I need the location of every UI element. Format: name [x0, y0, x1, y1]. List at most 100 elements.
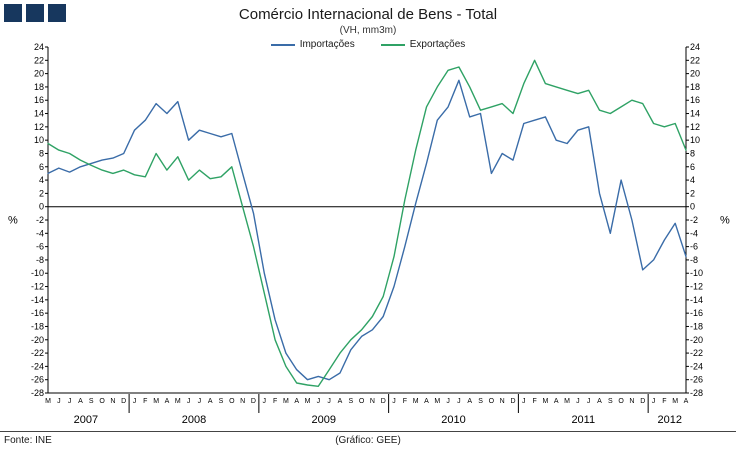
month-label: D — [640, 398, 645, 405]
y-tick-label-left: -26 — [31, 375, 44, 385]
month-label: J — [446, 398, 450, 405]
month-label: J — [187, 398, 191, 405]
y-tick-label-left: -8 — [36, 255, 44, 265]
month-label: J — [522, 398, 526, 405]
logo-square — [48, 4, 66, 22]
y-tick-label-left: 18 — [34, 82, 44, 92]
month-label: J — [317, 398, 321, 405]
y-tick-label-right: -2 — [690, 215, 698, 225]
month-label: O — [99, 398, 105, 405]
month-label: J — [68, 398, 72, 405]
month-label: F — [662, 398, 666, 405]
y-tick-label-left: 14 — [34, 109, 44, 119]
month-label: J — [133, 398, 137, 405]
y-tick-label-left: -24 — [31, 361, 44, 371]
y-tick-label-right: 4 — [690, 175, 695, 185]
month-label: S — [608, 398, 613, 405]
month-label: A — [165, 398, 170, 405]
y-tick-label-right: -18 — [690, 321, 703, 331]
y-tick-label-left: -14 — [31, 295, 44, 305]
y-tick-label-left: 12 — [34, 122, 44, 132]
month-label: F — [403, 398, 407, 405]
logo-square — [26, 4, 44, 22]
y-tick-label-right: -6 — [690, 242, 698, 252]
month-label: S — [89, 398, 94, 405]
month-label: N — [370, 398, 375, 405]
y-tick-label-right: 18 — [690, 82, 700, 92]
y-tick-label-left: -10 — [31, 268, 44, 278]
year-label: 2012 — [658, 414, 682, 426]
y-tick-label-left: -6 — [36, 242, 44, 252]
y-tick-label-left: 24 — [34, 42, 44, 52]
month-label: D — [510, 398, 515, 405]
y-tick-label-right: 2 — [690, 188, 695, 198]
month-label: J — [587, 398, 591, 405]
month-label: S — [478, 398, 483, 405]
year-label: 2011 — [571, 414, 595, 426]
y-tick-label-right: 8 — [690, 148, 695, 158]
y-tick-label-right: 0 — [690, 202, 695, 212]
year-label: 2010 — [441, 414, 465, 426]
y-tick-label-left: 22 — [34, 55, 44, 65]
y-tick-label-right: -14 — [690, 295, 703, 305]
month-label: A — [597, 398, 602, 405]
month-label: N — [500, 398, 505, 405]
month-label: A — [684, 398, 689, 405]
legend-item-exportacoes: Exportações — [380, 39, 465, 50]
month-label: F — [143, 398, 147, 405]
y-tick-label-right: -28 — [690, 388, 703, 398]
year-label: 2009 — [312, 414, 336, 426]
y-tick-label-left: 4 — [39, 175, 44, 185]
month-label: M — [413, 398, 419, 405]
importacoes-line-swatch — [270, 43, 295, 46]
y-tick-label-left: -20 — [31, 335, 44, 345]
month-label: A — [78, 398, 83, 405]
y-tick-label-right: -10 — [690, 268, 703, 278]
month-label: J — [457, 398, 461, 405]
month-label: O — [489, 398, 495, 405]
month-label: M — [283, 398, 289, 405]
y-tick-label-right: 20 — [690, 69, 700, 79]
y-tick-label-right: -4 — [690, 228, 698, 238]
footer-divider — [0, 431, 736, 432]
y-tick-label-right: -8 — [690, 255, 698, 265]
month-label: J — [392, 398, 396, 405]
y-tick-label-left: -18 — [31, 321, 44, 331]
source-note: Fonte: INE — [4, 435, 52, 446]
month-label: J — [576, 398, 580, 405]
month-label: F — [273, 398, 277, 405]
month-label: J — [57, 398, 61, 405]
y-tick-label-right: -16 — [690, 308, 703, 318]
month-label: A — [467, 398, 472, 405]
month-label: D — [251, 398, 256, 405]
y-tick-label-left: -16 — [31, 308, 44, 318]
y-tick-label-left: 20 — [34, 69, 44, 79]
y-tick-label-left: 8 — [39, 148, 44, 158]
month-label: J — [327, 398, 331, 405]
y-tick-label-right: -24 — [690, 361, 703, 371]
month-label: O — [359, 398, 365, 405]
month-label: A — [208, 398, 213, 405]
month-label: M — [45, 398, 51, 405]
month-label: O — [229, 398, 235, 405]
month-label: A — [554, 398, 559, 405]
month-label: O — [618, 398, 624, 405]
year-label: 2008 — [182, 414, 206, 426]
y-tick-label-left: 16 — [34, 95, 44, 105]
y-tick-label-left: -2 — [36, 215, 44, 225]
month-label: J — [198, 398, 202, 405]
logo-squares — [4, 4, 66, 22]
legend-label-importacoes: Importações — [299, 39, 355, 50]
legend: Importações Exportações — [0, 39, 736, 50]
y-tick-label-right: 12 — [690, 122, 700, 132]
month-label: N — [240, 398, 245, 405]
month-label: M — [175, 398, 181, 405]
month-label: S — [219, 398, 224, 405]
page-title: Comércio Internacional de Bens - Total — [238, 6, 498, 23]
month-label: D — [381, 398, 386, 405]
series-line-exportações — [47, 59, 687, 387]
y-tick-label-left: -4 — [36, 228, 44, 238]
month-label: F — [532, 398, 536, 405]
